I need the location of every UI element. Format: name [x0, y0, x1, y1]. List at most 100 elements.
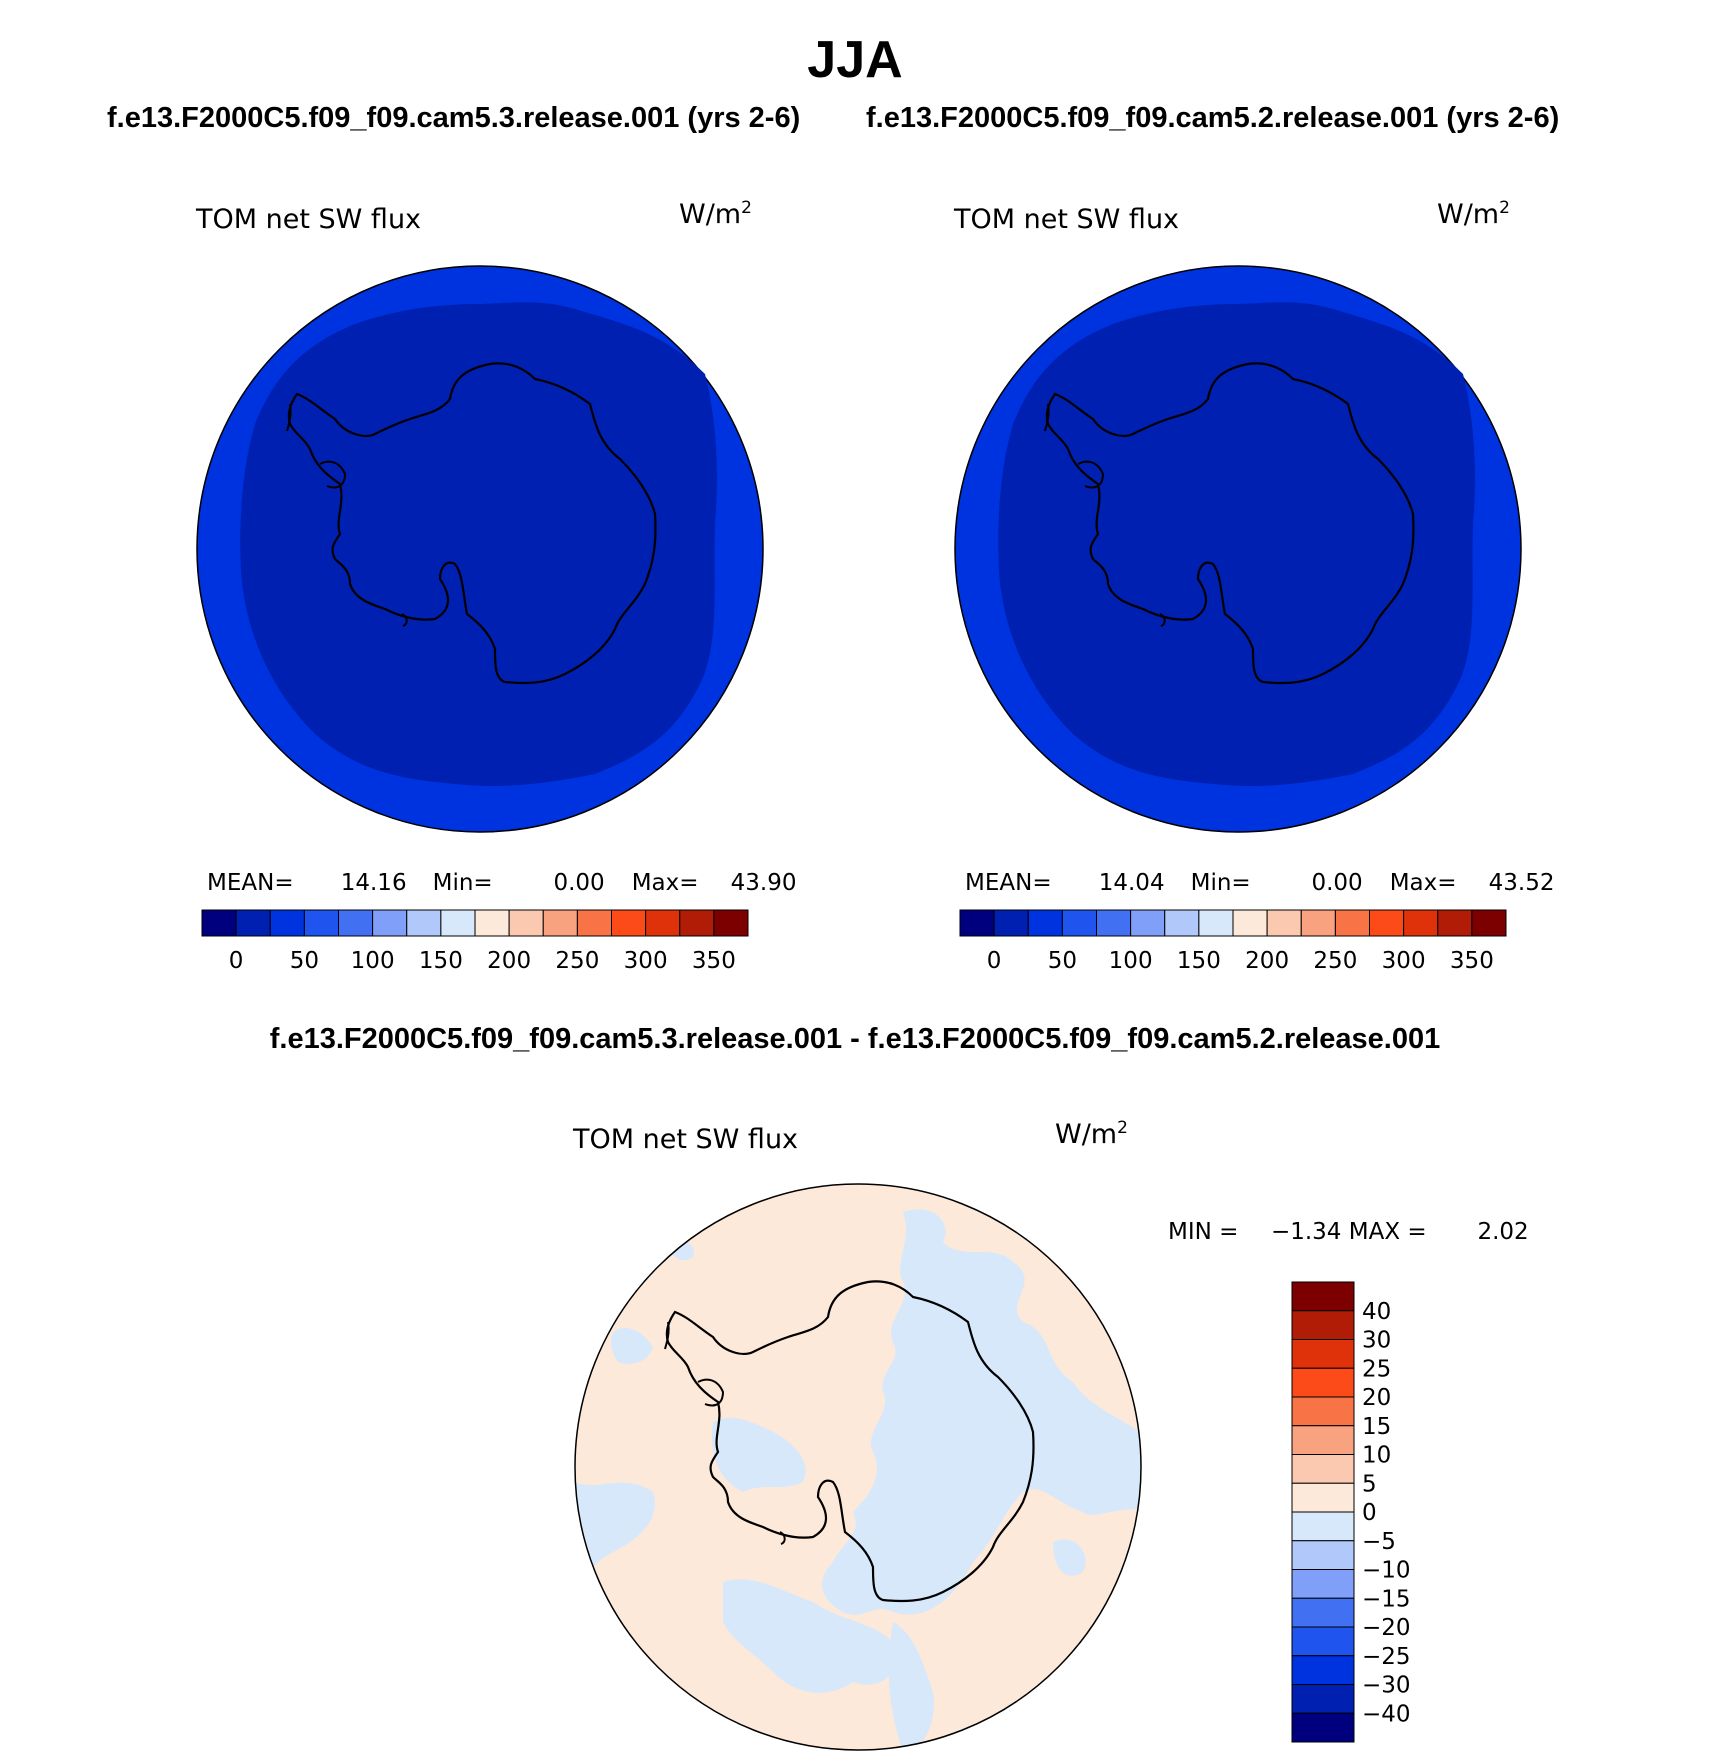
interior-region — [240, 302, 717, 786]
panel2-units: W/m2 — [1437, 198, 1510, 230]
panel1-case-title: f.e13.F2000C5.f09_f09.cam5.3.release.001… — [107, 102, 801, 134]
colorbar-swatch — [1164, 909, 1200, 937]
colorbar-tick-label: 40 — [1362, 1299, 1391, 1325]
colorbar-tick-label: 50 — [290, 948, 319, 974]
colorbar-tick-label: 350 — [692, 948, 736, 974]
colorbar-swatch — [1291, 1597, 1355, 1628]
colorbar-tick-label: 200 — [487, 948, 531, 974]
colorbar-tick-label: 0 — [1362, 1500, 1377, 1526]
colorbar-tick-label: 0 — [987, 948, 1002, 974]
colorbar-swatch — [1130, 909, 1166, 937]
panel2-colorbar: 0 50 100 150 200 250 300 350 — [959, 909, 1507, 974]
colorbar-tick-label: 150 — [1177, 948, 1221, 974]
colorbar-swatch — [1291, 1367, 1355, 1398]
colorbar-tick-label: 300 — [1382, 948, 1426, 974]
colorbar-swatch — [1291, 1281, 1355, 1312]
colorbar-swatch — [1291, 1454, 1355, 1484]
colorbar-tick-label: 100 — [1109, 948, 1153, 974]
colorbar-swatch — [1437, 909, 1473, 937]
colorbar-swatch — [1291, 1511, 1355, 1542]
difference-polar-map — [574, 1183, 1142, 1751]
colorbar-tick-label: −5 — [1362, 1529, 1396, 1555]
colorbar-tick-label: 300 — [624, 948, 668, 974]
colorbar-swatch — [1291, 1396, 1355, 1427]
colorbar-swatch — [645, 909, 681, 937]
panel1-variable-label: TOM net SW flux — [196, 204, 422, 235]
colorbar-swatch — [611, 909, 647, 937]
colorbar-swatch — [959, 909, 995, 937]
difference-variable-label: TOM net SW flux — [573, 1124, 799, 1155]
difference-units: W/m2 — [1055, 1118, 1128, 1150]
colorbar-tick-label: 20 — [1362, 1385, 1391, 1411]
colorbar-swatch — [1334, 909, 1370, 937]
colorbar-swatch — [1369, 909, 1405, 937]
colorbar-swatch — [1291, 1569, 1355, 1599]
colorbar-tick-label: 5 — [1362, 1471, 1377, 1497]
colorbar-swatch — [542, 909, 578, 937]
colorbar-swatch — [576, 909, 612, 937]
colorbar-swatch — [1471, 909, 1507, 937]
colorbar-swatches — [959, 909, 1507, 937]
colorbar-swatch — [1291, 1339, 1355, 1369]
colorbar-swatch — [201, 909, 237, 937]
colorbar-swatch — [993, 909, 1029, 937]
colorbar-tick-label: 0 — [229, 948, 244, 974]
colorbar-swatch — [372, 909, 408, 937]
panel1-stats: MEAN= 14.16 Min= 0.00 Max= 43.90 — [207, 870, 797, 896]
colorbar-swatch — [508, 909, 544, 937]
interior-region — [998, 302, 1475, 786]
colorbar-swatch — [1291, 1425, 1355, 1455]
colorbar-swatch — [406, 909, 442, 937]
colorbar-tick-label: 50 — [1048, 948, 1077, 974]
colorbar-tick-label: 200 — [1245, 948, 1289, 974]
colorbar-tick-label: 10 — [1362, 1443, 1391, 1469]
colorbar-swatches — [1291, 1281, 1355, 1743]
colorbar-tick-label: 250 — [1313, 948, 1357, 974]
colorbar-tick-label: −20 — [1362, 1615, 1410, 1641]
colorbar-tick-label: −30 — [1362, 1673, 1410, 1699]
colorbar-swatch — [1291, 1540, 1355, 1570]
panel1-polar-map — [196, 265, 764, 833]
colorbar-labels: 0 50 100 150 200 250 300 350 — [229, 948, 736, 974]
colorbar-swatch — [679, 909, 715, 937]
colorbar-swatch — [1096, 909, 1132, 937]
colorbar-tick-label: 350 — [1450, 948, 1494, 974]
colorbar-tick-label: 100 — [351, 948, 395, 974]
colorbar-labels: 0 50 100 150 200 250 300 350 — [987, 948, 1494, 974]
colorbar-tick-label: −10 — [1362, 1558, 1410, 1584]
colorbar-swatch — [1198, 909, 1234, 937]
figure-title: JJA — [807, 31, 903, 89]
colorbar-tick-label: 30 — [1362, 1328, 1391, 1354]
colorbar-swatch — [1027, 909, 1063, 937]
panel1-units: W/m2 — [679, 198, 752, 230]
colorbar-swatch — [713, 909, 749, 937]
colorbar-swatch — [440, 909, 476, 937]
difference-min-max: MIN = −1.34 MAX = 2.02 — [1168, 1219, 1529, 1245]
panel2-stats: MEAN= 14.04 Min= 0.00 Max= 43.52 — [965, 870, 1555, 896]
colorbar-swatch — [1291, 1310, 1355, 1340]
colorbar-swatch — [338, 909, 374, 937]
colorbar-swatch — [1291, 1626, 1355, 1657]
colorbar-swatch — [474, 909, 510, 937]
colorbar-tick-label: 15 — [1362, 1414, 1391, 1440]
panel2-variable-label: TOM net SW flux — [954, 204, 1180, 235]
colorbar-swatch — [303, 909, 339, 937]
colorbar-swatches — [201, 909, 749, 937]
colorbar-tick-label: 150 — [419, 948, 463, 974]
difference-title: f.e13.F2000C5.f09_f09.cam5.3.release.001… — [269, 1023, 1441, 1055]
colorbar-swatch — [1291, 1482, 1355, 1513]
panel2-case-title: f.e13.F2000C5.f09_f09.cam5.2.release.001… — [866, 102, 1560, 134]
colorbar-swatch — [1232, 909, 1268, 937]
colorbar-swatch — [269, 909, 305, 937]
negative-regions — [575, 1209, 1141, 1750]
colorbar-tick-label: −25 — [1362, 1644, 1410, 1670]
colorbar-swatch — [1061, 909, 1097, 937]
colorbar-tick-label: −40 — [1362, 1701, 1410, 1727]
panel1-colorbar: 0 50 100 150 200 250 300 350 — [201, 909, 749, 974]
colorbar-swatch — [1300, 909, 1336, 937]
colorbar-swatch — [235, 909, 271, 937]
colorbar-tick-label: 250 — [555, 948, 599, 974]
colorbar-swatch — [1291, 1655, 1355, 1685]
